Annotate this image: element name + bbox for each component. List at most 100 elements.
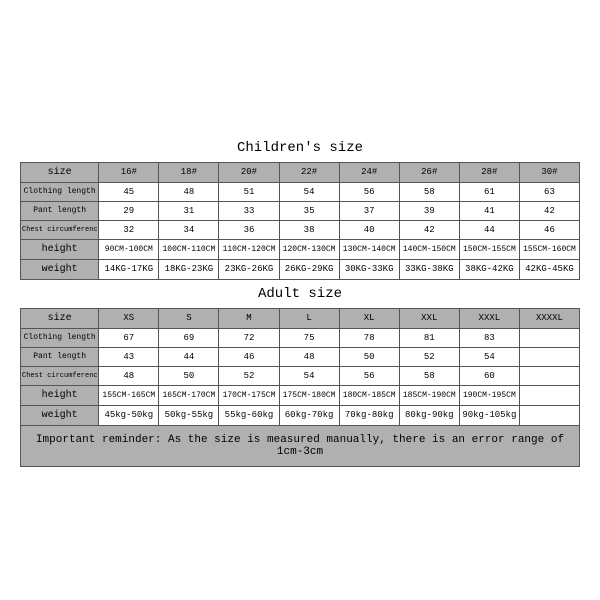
- cell: 30KG-33KG: [339, 259, 399, 279]
- col-header: XXL: [399, 308, 459, 328]
- row-label: weight: [21, 405, 99, 425]
- reminder-text: Important reminder: As the size is measu…: [20, 426, 580, 467]
- cell: 42KG-45KG: [519, 259, 579, 279]
- row-label: height: [21, 385, 99, 405]
- cell: 80kg-90kg: [399, 405, 459, 425]
- cell: 56: [339, 182, 399, 201]
- table-row: Clothing length 67 69 72 75 78 81 83: [21, 328, 580, 347]
- cell: 48: [279, 347, 339, 366]
- cell: 37: [339, 201, 399, 220]
- cell: 75: [279, 328, 339, 347]
- cell: 190CM-195CM: [459, 385, 519, 405]
- cell: 155CM-160CM: [519, 239, 579, 259]
- table-row: weight 14KG-17KG 18KG-23KG 23KG-26KG 26K…: [21, 259, 580, 279]
- col-header: 22#: [279, 162, 339, 182]
- row-label: Clothing length: [21, 182, 99, 201]
- cell: 61: [459, 182, 519, 201]
- cell: 52: [399, 347, 459, 366]
- cell: 38: [279, 220, 339, 239]
- cell: 46: [219, 347, 279, 366]
- cell: 90kg-105kg: [459, 405, 519, 425]
- table-row: Pant length 29 31 33 35 37 39 41 42: [21, 201, 580, 220]
- cell: 45: [99, 182, 159, 201]
- cell: 54: [279, 366, 339, 385]
- cell: 185CM-190CM: [399, 385, 459, 405]
- cell: 180CM-185CM: [339, 385, 399, 405]
- cell: 58: [399, 366, 459, 385]
- col-header: S: [159, 308, 219, 328]
- cell: 60kg-70kg: [279, 405, 339, 425]
- cell: 29: [99, 201, 159, 220]
- cell: 43: [99, 347, 159, 366]
- adult-title: Adult size: [20, 280, 580, 308]
- cell: [519, 366, 579, 385]
- col-header: size: [21, 308, 99, 328]
- table-row: Chest circumference 1/2 32 34 36 38 40 4…: [21, 220, 580, 239]
- cell: 36: [219, 220, 279, 239]
- cell: 41: [459, 201, 519, 220]
- table-row: weight 45kg-50kg 50kg-55kg 55kg-60kg 60k…: [21, 405, 580, 425]
- col-header: L: [279, 308, 339, 328]
- col-header: 16#: [99, 162, 159, 182]
- table-row: Chest circumference 1/2 48 50 52 54 56 5…: [21, 366, 580, 385]
- col-header: XS: [99, 308, 159, 328]
- children-table: size 16# 18# 20# 22# 24# 26# 28# 30# Clo…: [20, 162, 580, 280]
- cell: 23KG-26KG: [219, 259, 279, 279]
- row-label: Pant length: [21, 201, 99, 220]
- cell: 44: [159, 347, 219, 366]
- cell: 58: [399, 182, 459, 201]
- col-header: 24#: [339, 162, 399, 182]
- cell: 50: [159, 366, 219, 385]
- cell: 32: [99, 220, 159, 239]
- cell: 38KG-42KG: [459, 259, 519, 279]
- cell: 110CM-120CM: [219, 239, 279, 259]
- cell: 83: [459, 328, 519, 347]
- cell: 35: [279, 201, 339, 220]
- row-label: Pant length: [21, 347, 99, 366]
- cell: 90CM-100CM: [99, 239, 159, 259]
- cell: 48: [159, 182, 219, 201]
- cell: 81: [399, 328, 459, 347]
- cell: 69: [159, 328, 219, 347]
- cell: 34: [159, 220, 219, 239]
- table-row: Pant length 43 44 46 48 50 52 54: [21, 347, 580, 366]
- table-row: height 90CM-100CM 100CM-110CM 110CM-120C…: [21, 239, 580, 259]
- cell: [519, 328, 579, 347]
- cell: 60: [459, 366, 519, 385]
- cell: 40: [339, 220, 399, 239]
- cell: 50kg-55kg: [159, 405, 219, 425]
- cell: 44: [459, 220, 519, 239]
- cell: 33: [219, 201, 279, 220]
- adult-header-row: size XS S M L XL XXL XXXL XXXXL: [21, 308, 580, 328]
- col-header: XXXL: [459, 308, 519, 328]
- cell: 56: [339, 366, 399, 385]
- table-row: Clothing length 45 48 51 54 56 58 61 63: [21, 182, 580, 201]
- size-chart: Children's size size 16# 18# 20# 22# 24#…: [20, 134, 580, 467]
- cell: 26KG-29KG: [279, 259, 339, 279]
- cell: [519, 405, 579, 425]
- cell: 54: [459, 347, 519, 366]
- cell: 67: [99, 328, 159, 347]
- cell: 170CM-175CM: [219, 385, 279, 405]
- cell: 155CM-165CM: [99, 385, 159, 405]
- cell: 150CM-155CM: [459, 239, 519, 259]
- cell: 78: [339, 328, 399, 347]
- cell: 175CM-180CM: [279, 385, 339, 405]
- children-header-row: size 16# 18# 20# 22# 24# 26# 28# 30#: [21, 162, 580, 182]
- cell: 70kg-80kg: [339, 405, 399, 425]
- cell: 31: [159, 201, 219, 220]
- col-header: 28#: [459, 162, 519, 182]
- col-header: 26#: [399, 162, 459, 182]
- table-row: height 155CM-165CM 165CM-170CM 170CM-175…: [21, 385, 580, 405]
- cell: 48: [99, 366, 159, 385]
- cell: 46: [519, 220, 579, 239]
- row-label: Chest circumference 1/2: [21, 366, 99, 385]
- cell: 55kg-60kg: [219, 405, 279, 425]
- cell: 18KG-23KG: [159, 259, 219, 279]
- cell: 120CM-130CM: [279, 239, 339, 259]
- adult-table: size XS S M L XL XXL XXXL XXXXL Clothing…: [20, 308, 580, 426]
- col-header: M: [219, 308, 279, 328]
- row-label: Clothing length: [21, 328, 99, 347]
- cell: 51: [219, 182, 279, 201]
- children-title: Children's size: [20, 134, 580, 162]
